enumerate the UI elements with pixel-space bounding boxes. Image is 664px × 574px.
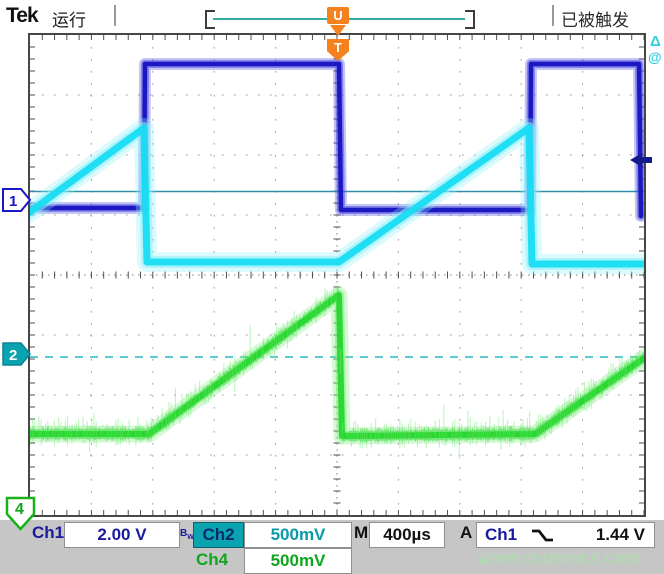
- ch2-scale-readout: 500mV: [244, 522, 352, 548]
- bandwidth-limit-icon: BW: [180, 528, 194, 541]
- window-bracket-left: [205, 10, 215, 29]
- topbar-separator: [114, 5, 116, 26]
- ch1-label: Ch1: [32, 523, 65, 542]
- channel4-marker-icon: 4: [5, 496, 36, 531]
- trigger-readout: Ch1 1.44 V: [476, 522, 655, 548]
- svg-text:2: 2: [9, 347, 17, 364]
- ch4-scale-readout: 500mV: [244, 548, 352, 574]
- svg-text:1: 1: [9, 193, 17, 210]
- graticule-plot-area: [28, 33, 646, 517]
- topbar-separator: [552, 5, 554, 26]
- timebase-readout: 400µs: [369, 522, 445, 548]
- ch4-label: Ch4: [196, 550, 229, 569]
- bottom-status-bar: Ch1 2.00 V BW Ch2 500mV Ch4 500mV M 400µ…: [0, 520, 664, 574]
- cursor-at-glyph: @: [648, 49, 662, 65]
- falling-edge-icon: [532, 529, 554, 541]
- ch2-label-chip: Ch2: [193, 522, 244, 548]
- trigger-source: Ch1: [485, 525, 518, 544]
- waveform-traces: [30, 58, 644, 460]
- channel1-marker-icon: 1: [2, 188, 32, 212]
- trigger-level-flag-icon: T: [327, 39, 349, 61]
- ch1-scale-readout: 2.00 V: [64, 522, 180, 548]
- cursor-delta-glyph: Δ: [650, 33, 661, 50]
- watermark-text: www.cntronics.com: [478, 548, 641, 568]
- trigger-position-flag-icon: U: [327, 7, 349, 24]
- trigger-a-label: A: [460, 523, 473, 542]
- tek-logo: Tek: [6, 4, 39, 27]
- trigger-level-arrow-icon: [630, 153, 652, 167]
- acquisition-run-status: 运行: [52, 11, 86, 30]
- window-bracket-right: [465, 10, 475, 29]
- trigger-status-text: 已被触发: [561, 11, 629, 30]
- svg-text:4: 4: [15, 501, 24, 518]
- trigger-position-arrow-icon: [330, 25, 346, 36]
- channel2-marker-icon: 2: [2, 342, 31, 366]
- trigger-level-value: 1.44 V: [595, 525, 645, 544]
- timebase-label: M: [354, 523, 369, 542]
